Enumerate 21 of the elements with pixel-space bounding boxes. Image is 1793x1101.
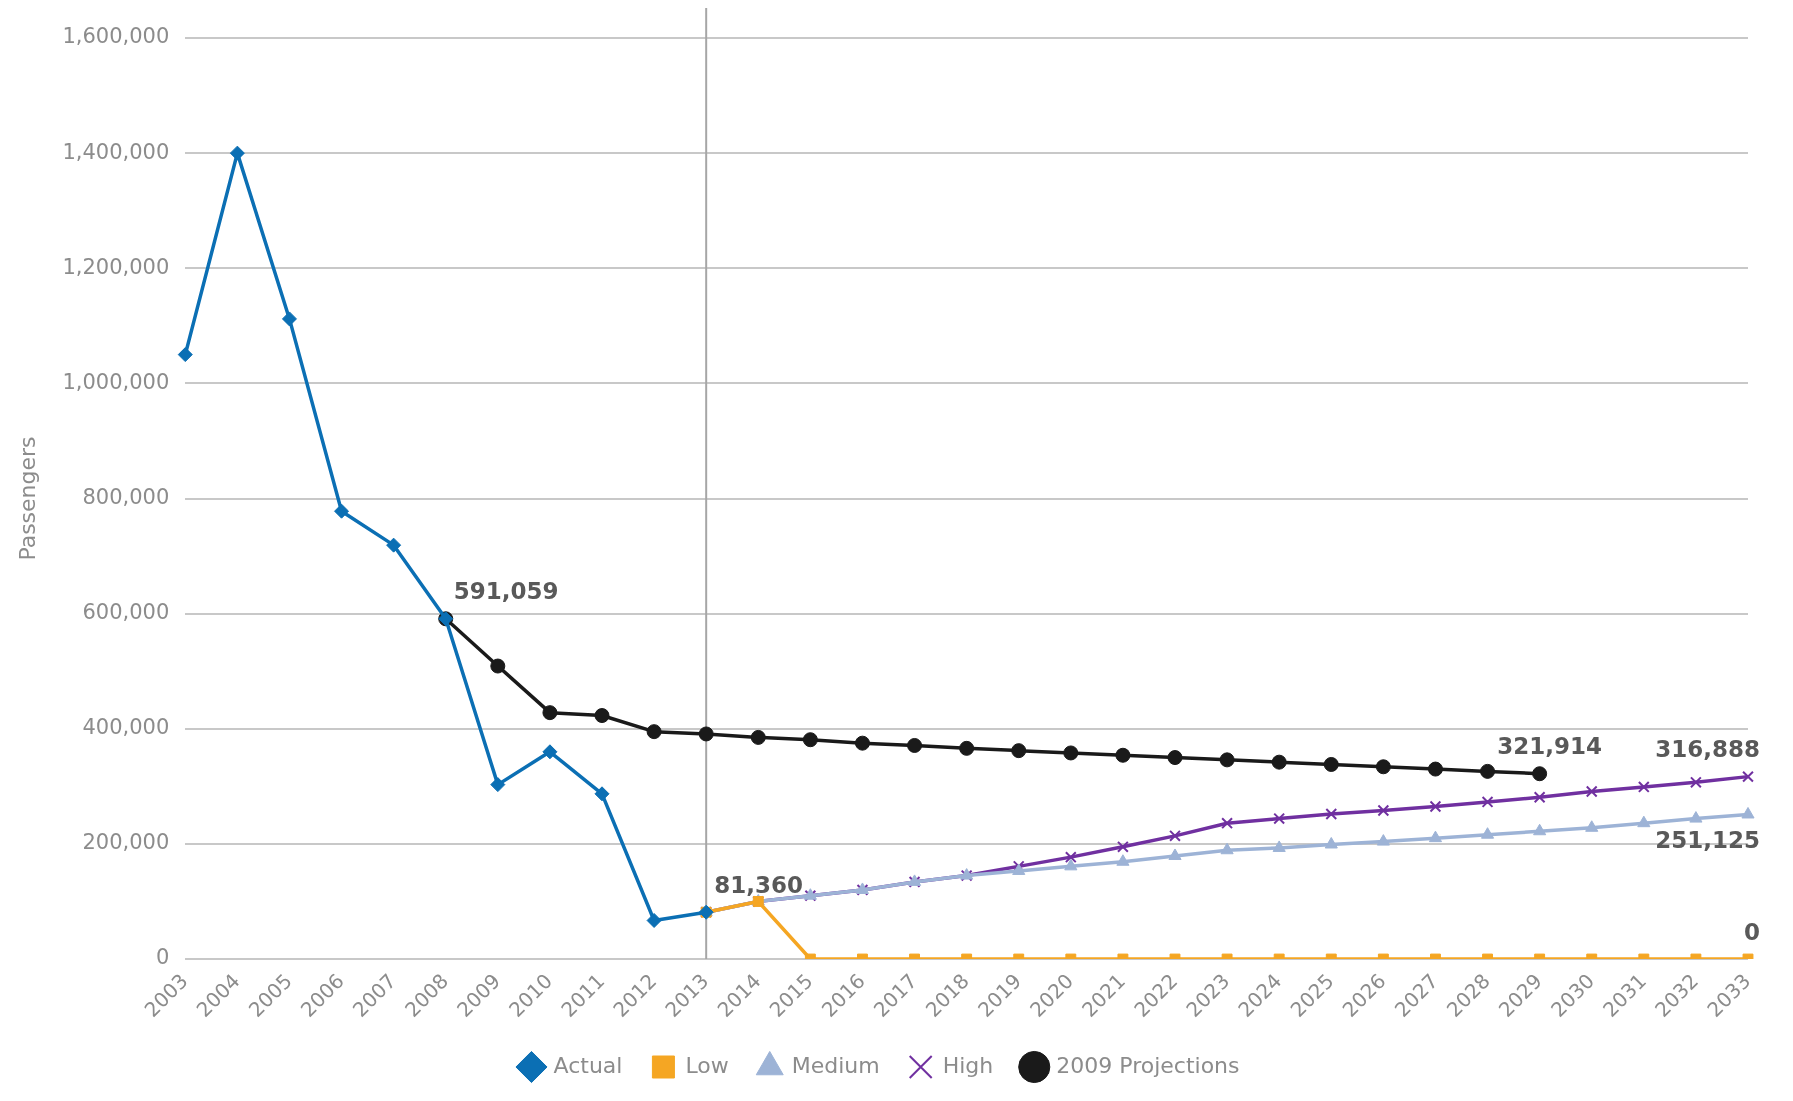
y-tick-label: 800,000 [82,484,170,509]
y-tick-label: 600,000 [82,600,170,625]
legend-label: 2009 Projections [1056,1052,1240,1078]
y-tick-label: 1,600,000 [62,24,170,49]
annotation: 591,059 [453,578,559,605]
legend-label: Medium [791,1052,880,1078]
y-tick-label: 400,000 [82,715,170,740]
legend-label: Actual [553,1052,623,1078]
y-tick-label: 1,400,000 [62,139,170,164]
y-axis-title: Passengers [14,436,40,561]
legend-label: Low [685,1052,729,1078]
annotation: 0 [1743,918,1760,945]
annotation: 321,914 [1497,733,1603,760]
legend-label: High [942,1052,994,1078]
y-tick-label: 1,200,000 [62,254,170,279]
annotation: 251,125 [1655,826,1760,853]
y-tick-label: 0 [155,945,170,970]
annotation: 81,360 [714,871,803,898]
annotation: 316,888 [1655,736,1760,763]
y-tick-label: 1,000,000 [62,369,170,394]
y-tick-label: 200,000 [82,830,170,855]
